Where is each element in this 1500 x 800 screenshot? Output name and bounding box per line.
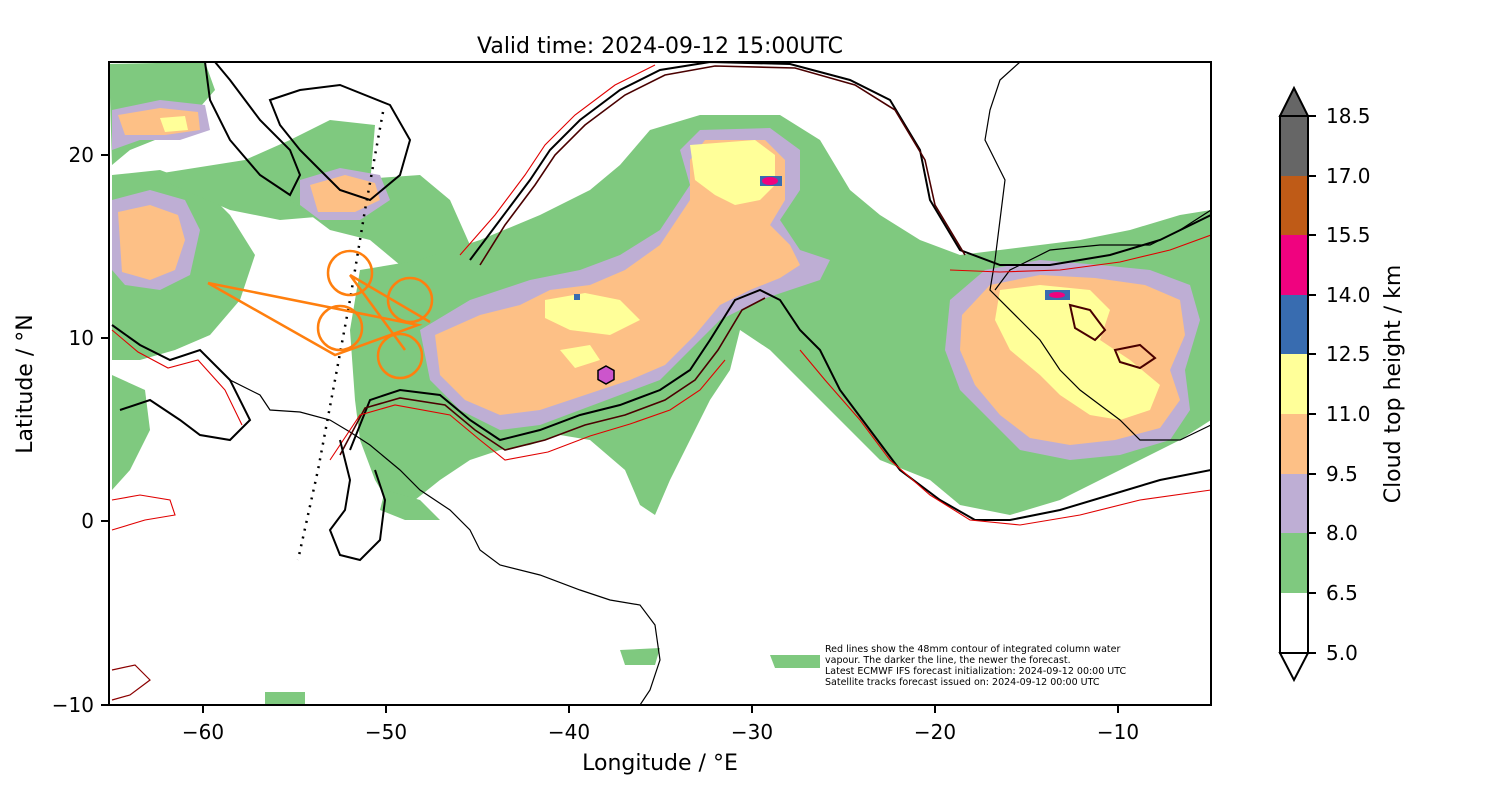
colorbar-tick-label: 15.5 [1326, 223, 1371, 247]
colorbar-tick-label: 9.5 [1326, 462, 1358, 486]
y-tick-label: 10 [69, 326, 94, 350]
note-line-1: Red lines show the 48mm contour of integ… [825, 644, 1120, 655]
colorbar-tick-label: 18.5 [1326, 104, 1371, 128]
x-tick-label: −50 [365, 720, 407, 744]
map-area: Red lines show the 48mm contour of integ… [109, 62, 1211, 705]
colorbar-segment [1280, 354, 1308, 414]
x-tick-label: −40 [548, 720, 590, 744]
colorbar-segment [1280, 414, 1308, 474]
x-tick-label: −30 [731, 720, 773, 744]
y-axis-label: Latitude / °N [13, 314, 38, 453]
colorbar-segment [1280, 235, 1308, 295]
x-axis: −60 −50 −40 −30 −20 −10 Longitude / °E [182, 705, 1139, 776]
colorbar-tick-label: 17.0 [1326, 164, 1371, 188]
note-line-3: Latest ECMWF IFS forecast initialization… [825, 666, 1126, 677]
colorbar-tick-label: 14.0 [1326, 283, 1371, 307]
colorbar-segment [1280, 295, 1308, 354]
colorbar-extend-min [1278, 652, 1310, 683]
y-tick-label: 20 [69, 143, 94, 167]
colorbar-tick-label: 6.5 [1326, 581, 1358, 605]
colorbar-segment [1280, 176, 1308, 235]
note-line-2: vapour. The darker the line, the newer t… [825, 655, 1071, 666]
colorbar: 18.5 17.0 15.5 14.0 12.5 11.0 9.5 8.0 6.… [1278, 85, 1406, 683]
colorbar-tick-label: 12.5 [1326, 342, 1371, 366]
colorbar-tick-label: 8.0 [1326, 521, 1358, 545]
hexagon-marker [597, 365, 615, 385]
colorbar-label: Cloud top height / km [1381, 265, 1406, 504]
wv-contours [111, 62, 1211, 701]
cloud-field-veryhigh [160, 116, 1160, 420]
forecast-note: Red lines show the 48mm contour of integ… [825, 644, 1126, 688]
colorbar-segment [1280, 593, 1308, 653]
colorbar-segment [1280, 474, 1308, 533]
note-line-4: Satellite tracks forecast issued on: 202… [825, 677, 1100, 688]
colorbar-extend-max [1278, 85, 1310, 117]
x-tick-label: −20 [914, 720, 956, 744]
colorbar-segment [1280, 116, 1308, 176]
plot-title: Valid time: 2024-09-12 15:00UTC [477, 34, 843, 59]
colorbar-tick-label: 5.0 [1326, 641, 1358, 665]
x-tick-label: −60 [182, 720, 224, 744]
y-tick-label: 0 [81, 509, 94, 533]
x-axis-label: Longitude / °E [582, 751, 738, 776]
x-tick-label: −10 [1097, 720, 1139, 744]
cloud-field-cores [574, 176, 1070, 300]
colorbar-tick-label: 11.0 [1326, 402, 1371, 426]
map-frame [108, 61, 1212, 706]
colorbar-segment [1280, 533, 1308, 593]
flight-track [207, 249, 434, 380]
y-axis: 20 10 0 −10 Latitude / °N [13, 143, 109, 717]
y-tick-label: −10 [52, 693, 94, 717]
